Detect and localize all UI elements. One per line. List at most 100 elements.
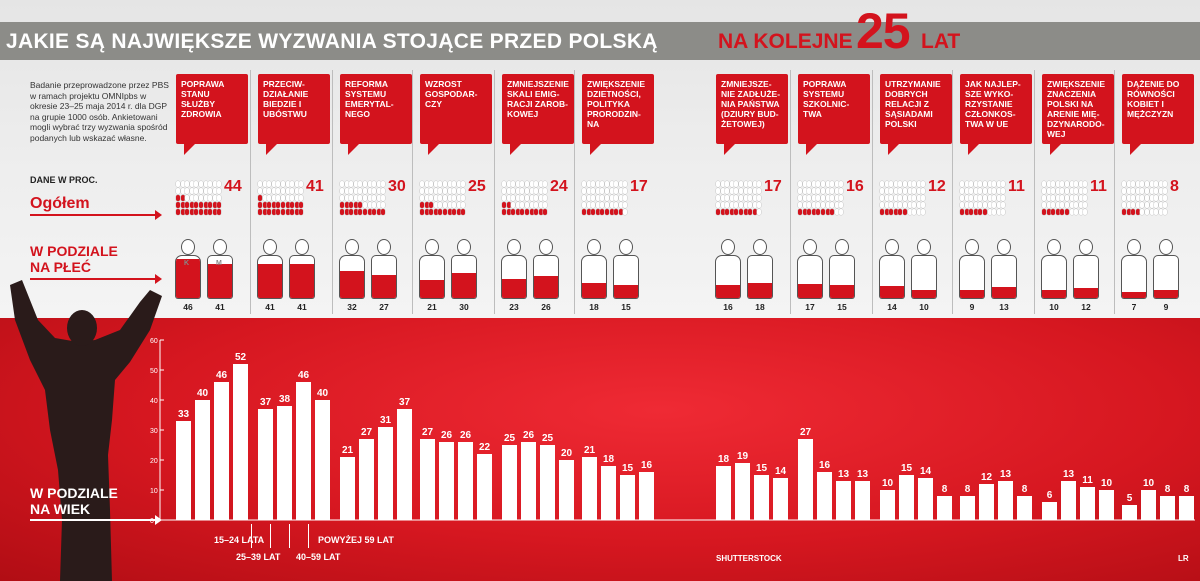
total-dot-filled (262, 202, 267, 208)
total-dot-filled (525, 209, 529, 215)
male-value: 26 (541, 302, 551, 312)
total-dot-filled (811, 209, 816, 215)
male-figure-body (614, 256, 638, 298)
total-dot-empty (520, 202, 525, 208)
total-dot-empty (839, 195, 844, 201)
total-dot-filled (880, 209, 884, 215)
total-dot-empty (916, 181, 921, 187)
total-value: 17 (630, 178, 648, 195)
total-dot-empty (372, 181, 377, 187)
total-dot-filled (185, 202, 190, 208)
female-figure-body (582, 256, 606, 298)
male-figure-body (372, 256, 396, 298)
total-dot-empty (1126, 181, 1131, 187)
total-dot-empty (729, 188, 734, 194)
total-dot-filled (605, 209, 609, 215)
total-dot-empty (916, 195, 921, 201)
total-dot-empty (973, 188, 978, 194)
total-dot-empty (299, 181, 304, 187)
total-dot-empty (880, 195, 884, 201)
total-dot-empty (816, 202, 821, 208)
total-dot-empty (438, 195, 443, 201)
total-dot-empty (591, 202, 596, 208)
total-dot-filled (725, 209, 730, 215)
male-figure-head (296, 240, 308, 254)
male-value: 13 (999, 302, 1009, 312)
total-dot-filled (743, 209, 748, 215)
total-dot-filled (381, 209, 386, 215)
male-figure-fill (452, 272, 476, 298)
total-dot-empty (538, 188, 543, 194)
total-dot-empty (757, 195, 762, 201)
female-value: 17 (805, 302, 815, 312)
female-value: 21 (427, 302, 437, 312)
age-group-label-2: 25–39 LAT (236, 552, 281, 562)
total-dot-empty (1074, 209, 1079, 215)
total-dot-filled (285, 202, 290, 208)
total-dot-empty (358, 195, 363, 201)
total-dot-empty (285, 188, 290, 194)
total-dot-empty (834, 188, 839, 194)
total-dot-empty (534, 188, 539, 194)
total-dot-filled (609, 209, 614, 215)
total-dot-empty (600, 188, 605, 194)
total-dot-empty (582, 181, 586, 187)
total-dot-empty (511, 181, 516, 187)
total-dot-empty (898, 202, 903, 208)
total-dot-filled (600, 209, 605, 215)
total-dot-empty (1046, 195, 1051, 201)
total-dot-empty (618, 188, 623, 194)
total-dot-empty (429, 188, 434, 194)
total-dot-empty (376, 181, 381, 187)
total-dot-empty (921, 202, 926, 208)
bubble-tail (428, 143, 440, 155)
total-dot-empty (595, 188, 600, 194)
total-dot-empty (534, 202, 539, 208)
total-dot-empty (353, 181, 358, 187)
total-dot-filled (176, 195, 180, 201)
category-11: ZWIĘKSZENIE ZNACZENIA POLSKI NA ARENIE M… (1038, 70, 1116, 160)
female-figure-head (1048, 240, 1060, 254)
total-dot-empty (802, 188, 807, 194)
total-dot-empty (1001, 181, 1006, 187)
total-dot-empty (1046, 202, 1051, 208)
total-dot-empty (353, 195, 358, 201)
total-dot-filled (1065, 209, 1069, 215)
total-dot-empty (1122, 188, 1126, 194)
total-dot-empty (1158, 209, 1163, 215)
total-dot-empty (807, 202, 812, 208)
total-dot-empty (433, 195, 438, 201)
male-value: 10 (919, 302, 929, 312)
total-dot-empty (609, 181, 614, 187)
total-dot-empty (456, 181, 461, 187)
total-dot-empty (996, 195, 1001, 201)
total-dot-empty (839, 209, 844, 215)
total-dot-empty (996, 209, 1001, 215)
total-dot-empty (1140, 195, 1145, 201)
total-dot-empty (344, 195, 349, 201)
total-dot-filled (294, 209, 299, 215)
male-figure-head (918, 240, 930, 254)
total-dot-empty (992, 202, 997, 208)
total-dot-filled (893, 209, 898, 215)
total-dot-empty (1163, 202, 1168, 208)
total-dot-filled (212, 209, 217, 215)
total-dot-empty (889, 202, 894, 208)
total-dot-empty (1078, 188, 1083, 194)
total-dot-filled (969, 209, 974, 215)
total-dot-empty (802, 202, 807, 208)
total-dot-empty (839, 181, 844, 187)
total-dot-empty (456, 202, 461, 208)
total-dot-empty (595, 202, 600, 208)
category-7: ZMNIEJSZE-NIE ZADŁUŻE-NIA PAŃSTWA (DZIUR… (712, 70, 790, 160)
total-dot-empty (811, 202, 816, 208)
total-dot-empty (189, 195, 194, 201)
total-dot-empty (1060, 195, 1065, 201)
total-dot-empty (1055, 181, 1060, 187)
column-divider (1114, 70, 1115, 314)
male-value: 9 (1163, 302, 1169, 312)
category-label: JAK NAJLEP-SZE WYKO-RZYSTANIE CZŁONKOS-T… (960, 74, 1032, 144)
total-dot-empty (1163, 181, 1168, 187)
total-dot-filled (429, 202, 434, 208)
total-dot-filled (529, 209, 534, 215)
